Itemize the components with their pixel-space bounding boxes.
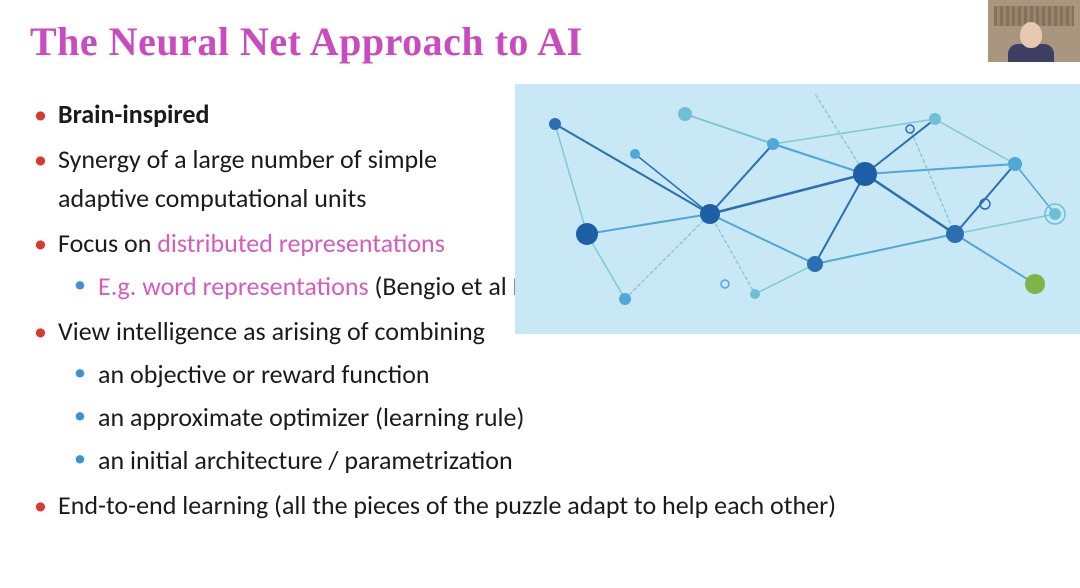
webcam-person-head [1020,22,1042,48]
bullet-text: adaptive computational units [58,182,366,214]
sublist: an objective or reward function an appro… [58,355,1050,480]
slide-title: The Neural Net Approach to AI [30,18,1050,65]
webcam-thumbnail [988,0,1080,62]
network-diagram [515,84,1080,334]
bullet-intelligence: View intelligence as arising of combinin… [30,312,1050,480]
bullet-text: View intelligence as arising of combinin… [58,315,485,347]
bullet-text: an objective or reward function [98,358,430,390]
slide: The Neural Net Approach to AI Brain-insp… [0,0,1080,588]
bullet-end-to-end: End-to-end learning (all the pieces of t… [30,486,1050,525]
sub-bullet-architecture: an initial architecture / parametrizatio… [70,441,1050,480]
sub-bullet-objective: an objective or reward function [70,355,1050,394]
bullet-text-pink: distributed representations [157,227,445,259]
bullet-text: an approximate optimizer (learning rule) [98,401,524,433]
bullet-text: Brain-inspired [58,98,209,130]
sub-bullet-optimizer: an approximate optimizer (learning rule) [70,398,1050,437]
bullet-text-pink: E.g. word representations [98,270,369,302]
bullet-text: Synergy of a large number of simple [58,143,437,175]
bullet-text: Focus on [58,227,157,259]
bullet-text: an initial architecture / parametrizatio… [98,444,513,476]
bullet-text: End-to-end learning (all the pieces of t… [58,489,836,521]
